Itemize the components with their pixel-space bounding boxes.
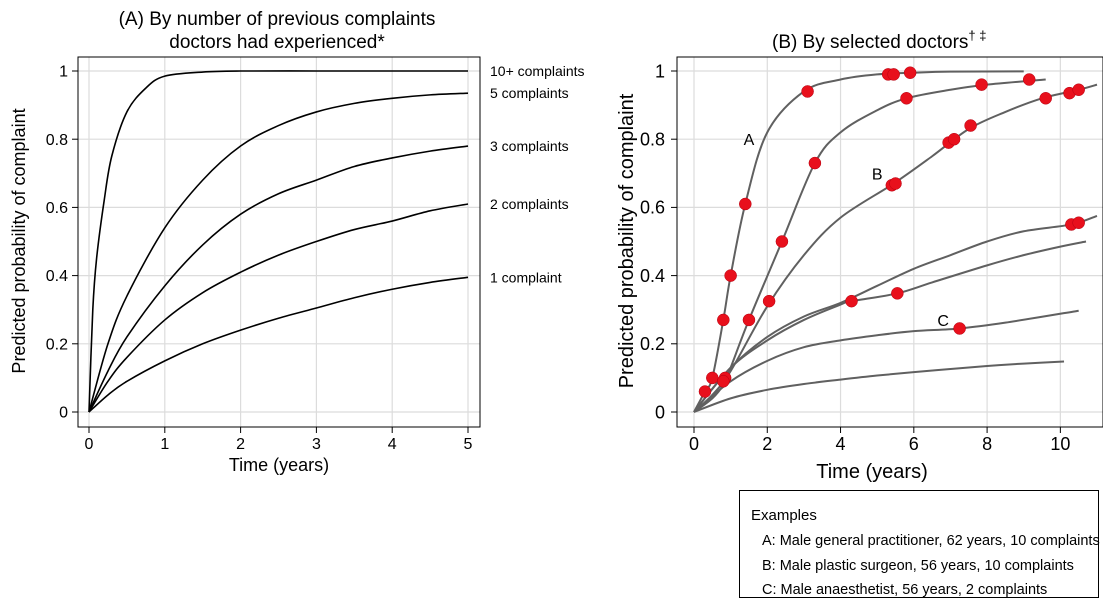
data-point bbox=[1072, 216, 1085, 229]
series-line-4 bbox=[693, 214, 1098, 413]
y-tick-label: 0.4 bbox=[640, 266, 665, 286]
annotation-A: A bbox=[744, 132, 755, 149]
y-tick-label: 0.2 bbox=[640, 334, 665, 354]
legend-title: Examples bbox=[751, 507, 817, 524]
y-tick-label: 0.4 bbox=[46, 268, 68, 285]
panel-b-points bbox=[698, 66, 1085, 398]
annotation-B: B bbox=[872, 166, 883, 183]
y-tick-label: 1 bbox=[59, 64, 68, 81]
y-tick-label: 0.8 bbox=[640, 130, 665, 150]
series-label-4: 2 complaints bbox=[490, 196, 569, 212]
panel-b-series bbox=[693, 70, 1098, 413]
panel-b-y-axis-label: Predicted probability of complaint bbox=[616, 93, 638, 388]
data-point bbox=[889, 177, 902, 190]
data-point bbox=[891, 287, 904, 300]
data-point bbox=[953, 322, 966, 335]
panel-a-chart: (A) By number of previous complaints doc… bbox=[9, 9, 585, 475]
data-point bbox=[717, 375, 730, 388]
panel-a-grid bbox=[78, 57, 480, 427]
x-tick-label: 2 bbox=[762, 434, 772, 454]
legend-line-c: C: Male anaesthetist, 56 years, 2 compla… bbox=[762, 582, 1048, 598]
legend-line-a: A: Male general practitioner, 62 years, … bbox=[762, 533, 1100, 549]
data-point bbox=[845, 294, 858, 308]
x-tick-label: 4 bbox=[836, 434, 846, 454]
y-tick-label: 1 bbox=[655, 61, 665, 81]
x-tick-label: 8 bbox=[982, 434, 992, 454]
panel-b-x-axis-label: Time (years) bbox=[816, 461, 927, 483]
panel-a-series-labels: 10+ complaints 5 complaints 3 complaints 2 … bbox=[490, 63, 585, 285]
data-point bbox=[975, 78, 988, 91]
examples-legend: Examples A: Male general practitioner, 6… bbox=[739, 490, 1100, 598]
series-line-4 bbox=[88, 203, 469, 413]
panel-b-chart: (B) By selected doctors† ‡ 0 2 4 6 8 10 0 0.2 0.… bbox=[616, 28, 1103, 483]
series-line-1 bbox=[88, 70, 468, 413]
x-tick-label: 6 bbox=[909, 434, 919, 454]
data-point bbox=[1022, 73, 1036, 86]
panel-b-title-marks: † ‡ bbox=[968, 28, 986, 43]
legend-line-b: B: Male plastic surgeon, 56 years, 10 co… bbox=[762, 558, 1074, 574]
series-line-2 bbox=[693, 78, 1046, 413]
data-point bbox=[762, 294, 776, 308]
panel-a-axes: 0 1 2 3 4 5 0 0.2 0.4 0.6 0.8 1 bbox=[46, 64, 473, 453]
series-line-7 bbox=[693, 360, 1065, 413]
data-point bbox=[717, 313, 730, 327]
data-point bbox=[739, 197, 752, 211]
x-tick-label: 1 bbox=[160, 436, 169, 453]
x-tick-label: 3 bbox=[312, 436, 321, 453]
x-tick-label: 0 bbox=[689, 434, 699, 454]
data-point bbox=[706, 371, 719, 385]
data-point bbox=[808, 156, 822, 170]
series-label-2: 5 complaints bbox=[490, 85, 569, 101]
panel-a-y-axis-label: Predicted probability of complaint bbox=[9, 108, 29, 373]
x-tick-label: 0 bbox=[85, 436, 94, 453]
y-tick-label: 0.8 bbox=[46, 132, 68, 149]
series-line-5 bbox=[693, 240, 1087, 413]
y-tick-label: 0 bbox=[655, 402, 665, 422]
data-point bbox=[900, 92, 913, 105]
x-tick-label: 5 bbox=[464, 436, 473, 453]
panel-a-title-line2: doctors had experienced* bbox=[169, 32, 385, 53]
x-tick-label: 2 bbox=[236, 436, 245, 453]
series-line-2 bbox=[88, 92, 469, 413]
x-tick-label: 4 bbox=[388, 436, 397, 453]
series-label-5: 1 complaint bbox=[490, 269, 562, 285]
data-point bbox=[887, 68, 900, 81]
data-point bbox=[775, 235, 789, 248]
data-point bbox=[724, 269, 737, 282]
annotation-C: C bbox=[937, 313, 949, 330]
panel-b-grid bbox=[677, 57, 1103, 427]
x-tick-label: 10 bbox=[1050, 434, 1070, 454]
data-point bbox=[1039, 92, 1052, 105]
panel-b-title: (B) By selected doctors† ‡ bbox=[772, 28, 987, 53]
data-point bbox=[698, 385, 712, 398]
data-point bbox=[947, 132, 961, 146]
panel-a-plot-frame bbox=[77, 56, 481, 428]
data-point bbox=[742, 313, 756, 327]
series-line-3 bbox=[88, 145, 469, 413]
data-point bbox=[964, 119, 977, 132]
panel-a-title-line1: (A) By number of previous complaints bbox=[119, 9, 436, 30]
series-label-1: 10+ complaints bbox=[490, 63, 585, 79]
panel-a-x-axis-label: Time (years) bbox=[229, 455, 329, 475]
y-tick-label: 0.2 bbox=[46, 336, 68, 353]
y-tick-label: 0 bbox=[59, 405, 68, 422]
data-point bbox=[801, 85, 814, 98]
data-point bbox=[1072, 83, 1085, 97]
panel-a-series bbox=[88, 70, 469, 413]
series-line-6 bbox=[693, 309, 1079, 413]
panel-b-axes: 0 2 4 6 8 10 0 0.2 0.4 0.6 0.8 1 bbox=[640, 61, 1070, 454]
series-line-5 bbox=[88, 276, 469, 413]
data-point bbox=[903, 66, 917, 79]
y-tick-label: 0.6 bbox=[640, 198, 665, 218]
panel-b-plot-frame bbox=[676, 56, 1103, 428]
y-tick-label: 0.6 bbox=[46, 200, 68, 217]
series-label-3: 3 complaints bbox=[490, 138, 569, 154]
panel-b-annotations: A B C bbox=[744, 132, 949, 330]
